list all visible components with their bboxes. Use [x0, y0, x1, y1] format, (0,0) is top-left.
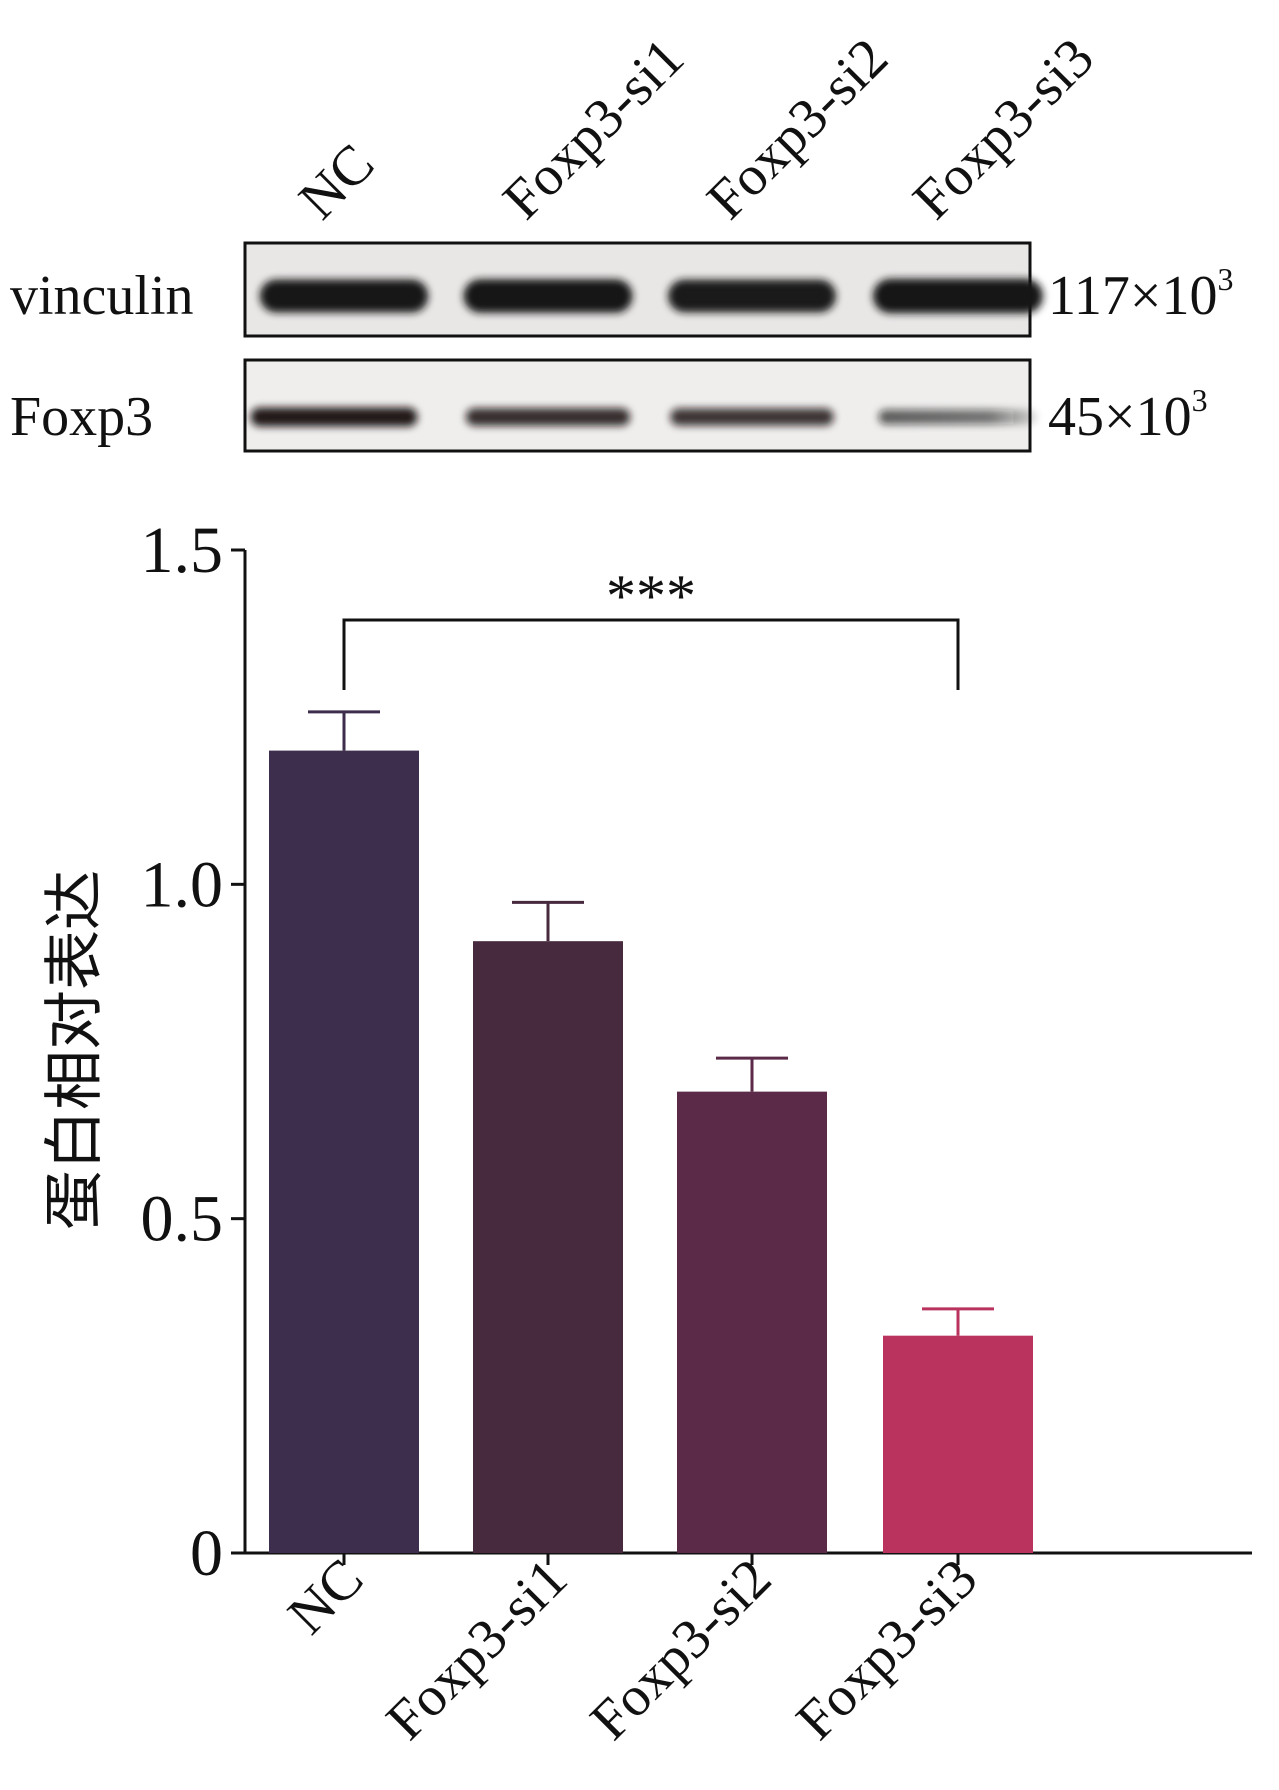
blot-row-label: Foxp3 [10, 386, 153, 448]
significance-label: *** [606, 563, 696, 629]
bar-foxp3-si1 [473, 941, 623, 1553]
blot-band [878, 409, 1038, 425]
blot-band [873, 278, 1043, 314]
y-tick-label: 1.5 [141, 514, 224, 587]
blot-lane-label: Foxp3-si3 [901, 27, 1105, 231]
bar-foxp3-si3 [883, 1335, 1033, 1553]
blot-lane-label: NC [287, 132, 386, 231]
mw-exponent: 3 [1192, 382, 1208, 418]
y-axis-title: 蛋白相对表达 [40, 870, 110, 1230]
blot-band [670, 408, 834, 426]
molecular-weight-label: 117×103 [1048, 261, 1234, 327]
bar-nc [269, 750, 419, 1553]
significance-bracket [342, 618, 960, 690]
y-tick-label: 0.5 [141, 1183, 224, 1256]
blot-band [465, 408, 631, 426]
x-tick-label: NC [276, 1547, 375, 1646]
mw-exponent: 3 [1218, 261, 1234, 297]
x-tick-label: Foxp3-si2 [579, 1547, 783, 1751]
blot-lane-label: Foxp3-si1 [491, 27, 695, 231]
bar-chart: 0 0.5 1.0 1.5 蛋白相对表达 NC Foxp3-si1 Foxp3-si2 Foxp… [40, 514, 1252, 1752]
blot-row-label: vinculin [10, 265, 194, 327]
blot-panel-foxp3 [243, 358, 1032, 453]
blot-band [250, 407, 418, 427]
mw-base: 45×10 [1048, 386, 1192, 448]
x-tick-label: Foxp3-si3 [785, 1547, 989, 1751]
mw-base: 117×10 [1048, 265, 1218, 327]
y-tick-label: 1.0 [141, 848, 224, 921]
molecular-weight-label: 45×103 [1048, 382, 1208, 448]
y-tick-label: 0 [190, 1517, 223, 1590]
blot-band [259, 279, 429, 313]
x-tick-label: Foxp3-si1 [375, 1547, 579, 1751]
bar-foxp3-si2 [677, 1091, 827, 1553]
blot-band [463, 279, 633, 313]
western-blot: NC Foxp3-si1 Foxp3-si2 Foxp3-si3 vinculin 117… [10, 27, 1234, 453]
blot-lane-label: Foxp3-si2 [695, 27, 899, 231]
blot-band [668, 279, 836, 313]
